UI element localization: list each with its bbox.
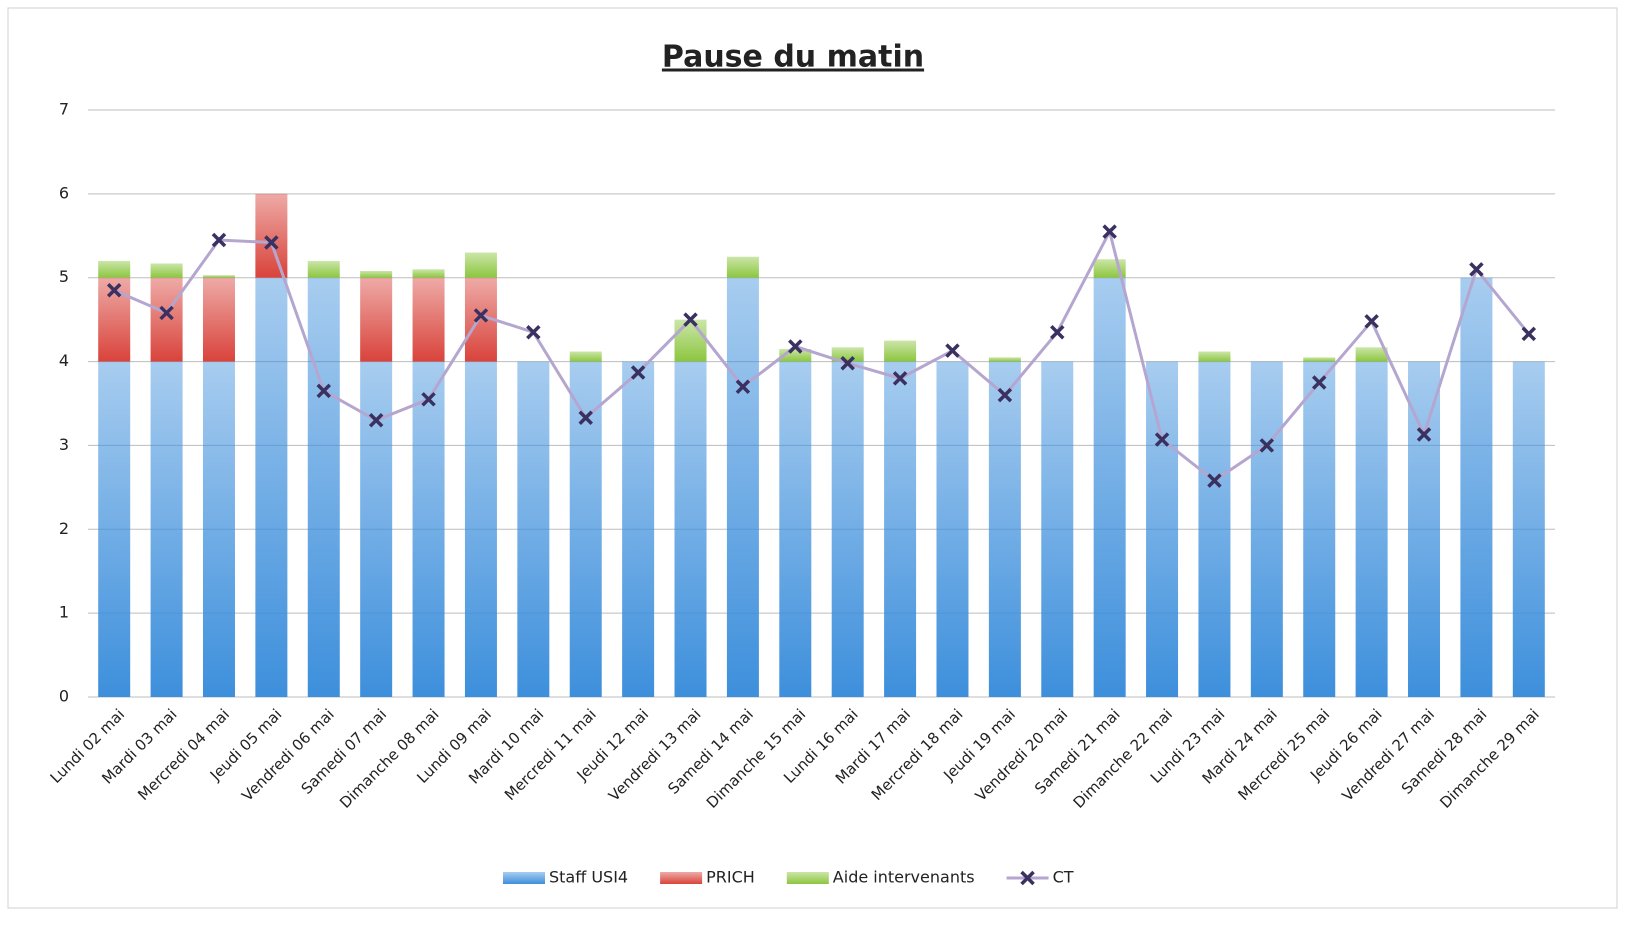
bar-segment bbox=[360, 277, 393, 362]
legend-label: Staff USI4 bbox=[549, 868, 628, 887]
y-tick-label: 0 bbox=[59, 687, 69, 706]
legend-swatch bbox=[660, 872, 703, 884]
line-marker bbox=[316, 383, 332, 399]
bar-segment bbox=[622, 361, 655, 697]
bar-segment bbox=[464, 361, 497, 697]
bar-segment bbox=[307, 260, 340, 278]
bar-segment bbox=[1355, 347, 1388, 362]
line-marker bbox=[526, 324, 541, 340]
legend-label: Aide intervenants bbox=[833, 868, 975, 887]
line-marker bbox=[788, 339, 803, 354]
bar-segment bbox=[255, 277, 288, 697]
legend-swatch bbox=[786, 872, 829, 884]
line-marker bbox=[1259, 438, 1275, 453]
line-marker bbox=[1364, 314, 1379, 329]
bar-segment bbox=[884, 340, 917, 362]
bar-segment bbox=[779, 361, 812, 697]
bar-segment bbox=[150, 361, 183, 697]
bar-segment bbox=[674, 361, 707, 697]
line-marker bbox=[1102, 224, 1117, 239]
bar-segment bbox=[360, 271, 393, 278]
bar-segment bbox=[1303, 357, 1336, 362]
line-marker bbox=[211, 232, 227, 248]
line-marker bbox=[1311, 375, 1327, 390]
bar-segment bbox=[412, 269, 445, 278]
bar-segment bbox=[1408, 361, 1441, 697]
legend-label: PRICH bbox=[706, 868, 755, 887]
bar-segment bbox=[1198, 351, 1231, 362]
line-marker bbox=[368, 413, 384, 428]
bar-segment bbox=[202, 275, 235, 278]
bar-segment bbox=[98, 361, 131, 697]
line-marker bbox=[840, 356, 855, 371]
y-tick-label: 6 bbox=[59, 183, 69, 202]
y-tick-label: 3 bbox=[59, 435, 69, 454]
line-marker bbox=[1521, 326, 1537, 342]
bar-segment bbox=[726, 256, 759, 278]
line-marker bbox=[945, 343, 960, 358]
bar-segment bbox=[150, 263, 183, 278]
line-marker bbox=[1469, 262, 1484, 277]
line-marker bbox=[735, 379, 751, 394]
legend-marker bbox=[1020, 870, 1035, 886]
bar-segment bbox=[936, 361, 969, 697]
line-marker bbox=[630, 365, 646, 380]
bar-segment bbox=[412, 277, 445, 362]
bar-segment bbox=[98, 260, 131, 278]
bar-segment bbox=[464, 252, 497, 278]
legend-swatch bbox=[503, 872, 545, 884]
line-marker bbox=[473, 308, 489, 323]
bar-segment bbox=[674, 319, 707, 362]
bar-segment bbox=[1146, 361, 1179, 697]
bar-segment bbox=[1041, 361, 1074, 697]
bar-segment bbox=[1093, 277, 1126, 697]
bar-segment bbox=[884, 361, 917, 697]
line-marker bbox=[1154, 432, 1170, 447]
y-tick-label: 2 bbox=[59, 519, 69, 538]
bar-segment bbox=[307, 277, 340, 697]
line-marker bbox=[892, 371, 908, 386]
bar-segment bbox=[202, 277, 235, 362]
line-marker bbox=[1207, 473, 1222, 488]
bar-segment bbox=[988, 357, 1021, 362]
bar-segment bbox=[1355, 361, 1388, 697]
line-marker bbox=[1416, 427, 1432, 442]
bar-segment bbox=[831, 361, 864, 697]
bar-segment bbox=[412, 361, 445, 697]
bar-segment bbox=[1512, 361, 1545, 697]
bar-segment bbox=[1198, 361, 1231, 697]
bar-segment bbox=[569, 361, 602, 697]
line-marker bbox=[159, 305, 174, 321]
bar-segment bbox=[517, 361, 550, 697]
bar-segment bbox=[988, 361, 1021, 697]
chart-title: Pause du matin bbox=[662, 40, 924, 75]
bar-segment bbox=[831, 347, 864, 362]
y-tick-label: 7 bbox=[59, 100, 69, 119]
line-marker bbox=[578, 410, 593, 425]
bar-segment bbox=[255, 193, 288, 278]
line-marker bbox=[1050, 324, 1065, 340]
bar-segment bbox=[726, 277, 759, 697]
line-marker bbox=[264, 235, 279, 250]
legend-label: CT bbox=[1053, 868, 1074, 887]
line-marker bbox=[997, 387, 1013, 403]
line-series bbox=[113, 227, 1530, 483]
y-tick-label: 5 bbox=[59, 267, 69, 286]
line-marker bbox=[106, 283, 122, 298]
bar-segment bbox=[1460, 277, 1493, 697]
y-tick-label: 1 bbox=[59, 603, 69, 622]
line-marker bbox=[683, 312, 698, 327]
bar-segment bbox=[1303, 361, 1336, 697]
bar-segment bbox=[150, 277, 183, 362]
bar-segment bbox=[360, 361, 393, 697]
bar-segment bbox=[569, 351, 602, 362]
bar-segment bbox=[1250, 361, 1283, 697]
bar-segment bbox=[202, 361, 235, 697]
line-marker bbox=[421, 392, 436, 407]
y-tick-label: 4 bbox=[59, 351, 69, 370]
